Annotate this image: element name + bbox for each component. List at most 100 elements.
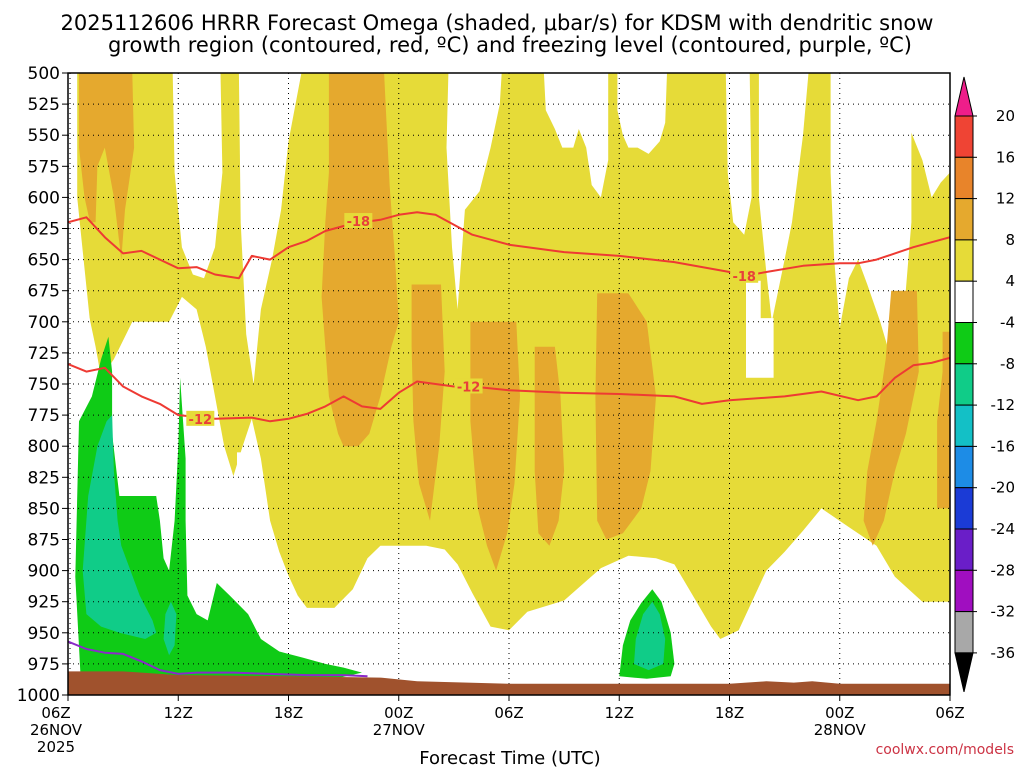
y-tick-label: 925 bbox=[28, 593, 60, 613]
x-tick-label: 12Z bbox=[605, 704, 634, 722]
colorbar-bin bbox=[954, 239, 974, 282]
y-tick-label: 875 bbox=[28, 531, 60, 551]
omega-region-white-3 bbox=[238, 73, 302, 384]
omega-region-white-5 bbox=[543, 73, 609, 198]
omega-shading bbox=[68, 73, 950, 683]
omega-region-orange-16 bbox=[411, 284, 445, 521]
x-tick-label: 12Z bbox=[164, 704, 193, 722]
omega-region-orange-17 bbox=[470, 321, 520, 571]
colorbar-bin bbox=[954, 487, 974, 530]
colorbar-label: -20 bbox=[991, 479, 1016, 497]
x-tick-label: 06Z bbox=[494, 704, 523, 722]
colorbar-label: -28 bbox=[991, 561, 1016, 579]
omega-region-teal-24 bbox=[82, 415, 157, 639]
contour-label-bg bbox=[344, 213, 373, 229]
freezing-level-contour bbox=[68, 640, 368, 678]
colorbar-bin bbox=[954, 445, 974, 489]
y-tick-label: 1000 bbox=[17, 686, 60, 706]
colorbar-label: -8 bbox=[1000, 355, 1015, 373]
x-tick-label: 00Z bbox=[384, 704, 413, 722]
y-tick-label: 550 bbox=[28, 126, 60, 146]
terrain-layer bbox=[68, 671, 950, 695]
omega-region-teal-26 bbox=[634, 601, 666, 671]
x-tick-label: 18Z bbox=[274, 704, 303, 722]
colorbar-bin bbox=[954, 611, 974, 654]
y-tick-label: 700 bbox=[28, 313, 60, 333]
colorbar-bin bbox=[954, 156, 974, 200]
omega-region-white-4 bbox=[446, 73, 502, 310]
omega-region-white-12 bbox=[876, 91, 893, 105]
x-tick-label: 00Z bbox=[825, 704, 854, 722]
y-tick-label: 950 bbox=[28, 624, 60, 644]
contour-label-bg bbox=[186, 410, 215, 426]
colorbar-label: -12 bbox=[991, 396, 1016, 414]
credit-text: coolwx.com/models bbox=[876, 742, 1014, 758]
y-tick-label: 575 bbox=[28, 157, 60, 177]
x-tick-date: 27NOV bbox=[373, 721, 426, 739]
y-tick-label: 500 bbox=[28, 64, 60, 84]
omega-region-orange-15 bbox=[321, 73, 399, 447]
colorbar-label: 8 bbox=[1005, 231, 1015, 249]
colorbar-bin bbox=[954, 198, 974, 241]
x-tick-year: 2025 bbox=[37, 738, 75, 756]
colorbar-label: -32 bbox=[991, 603, 1016, 621]
colorbar-label: -24 bbox=[991, 520, 1016, 538]
colorbar-label: -36 bbox=[991, 644, 1016, 662]
omega-region-white-6 bbox=[617, 73, 667, 154]
contour-label-upper-0: -18 bbox=[347, 215, 371, 230]
omega-region-white-7 bbox=[725, 73, 752, 235]
omega-region-white-10 bbox=[830, 73, 912, 360]
y-tick-label: 525 bbox=[28, 95, 60, 115]
colorbar-bottom-arrow bbox=[954, 652, 974, 693]
omega-region-white-1 bbox=[68, 73, 94, 347]
y-axis-pressure: 500 525 550 575 600 625 650 675 700 725 750 775 800 8… bbox=[17, 64, 68, 706]
omega-region-orange-21 bbox=[937, 331, 950, 509]
colorbar-bin bbox=[954, 363, 974, 406]
colorbar-bin bbox=[954, 115, 974, 158]
omega-region-teal-25 bbox=[163, 601, 177, 656]
omega-region-white-2 bbox=[172, 73, 223, 279]
colorbar-top-arrow bbox=[954, 76, 974, 117]
x-tick-date: 26NOV bbox=[30, 721, 83, 739]
chart-title-line1: 2025112606 HRRR Forecast Omega (shaded, … bbox=[61, 11, 934, 35]
y-tick-label: 725 bbox=[28, 344, 60, 364]
colorbar-label: 12 bbox=[996, 190, 1015, 208]
contour-label-lower-3: -12 bbox=[457, 380, 481, 395]
x-tick-label: 18Z bbox=[715, 704, 744, 722]
contour-label-lower-2: -12 bbox=[189, 413, 213, 428]
omega-region-orange-14 bbox=[79, 73, 135, 260]
y-tick-label: 900 bbox=[28, 562, 60, 582]
y-tick-label: 600 bbox=[28, 188, 60, 208]
colorbar-label: 20 bbox=[996, 107, 1015, 125]
y-tick-label: 625 bbox=[28, 220, 60, 240]
x-tick-date: 28NOV bbox=[814, 721, 867, 739]
y-tick-label: 650 bbox=[28, 251, 60, 271]
colorbar-bin bbox=[954, 528, 974, 571]
chart-title-line2: growth region (contoured, red, ºC) and f… bbox=[108, 33, 912, 57]
contour-label-upper-1: -18 bbox=[732, 270, 756, 285]
contours: -18 -18 -12 -12 bbox=[68, 211, 950, 678]
y-tick-label: 775 bbox=[28, 406, 60, 426]
x-tick-label: 06Z bbox=[935, 704, 964, 722]
colorbar-label: -4 bbox=[1000, 314, 1015, 332]
colorbar-bin bbox=[954, 404, 974, 447]
omega-region-white-13 bbox=[237, 452, 254, 472]
y-tick-label: 800 bbox=[28, 437, 60, 457]
colorbar-label: -16 bbox=[991, 437, 1016, 455]
x-axis-label: Forecast Time (UTC) bbox=[419, 748, 600, 768]
y-tick-label: 675 bbox=[28, 282, 60, 302]
omega-region-orange-18 bbox=[534, 346, 565, 546]
y-tick-label: 825 bbox=[28, 468, 60, 488]
colorbar-bin bbox=[954, 280, 974, 324]
dgz-contour-minus18 bbox=[68, 211, 950, 280]
omega-region-green-22 bbox=[75, 336, 363, 683]
dgz-contour-minus12 bbox=[68, 356, 950, 423]
terrain-fill bbox=[68, 671, 950, 695]
colorbar-label: 4 bbox=[1005, 272, 1015, 290]
colorbar-bin bbox=[954, 569, 974, 613]
x-tick-label: 06Z bbox=[41, 704, 70, 722]
colorbar-bin bbox=[954, 322, 974, 365]
omega-region-orange-20 bbox=[863, 290, 919, 546]
